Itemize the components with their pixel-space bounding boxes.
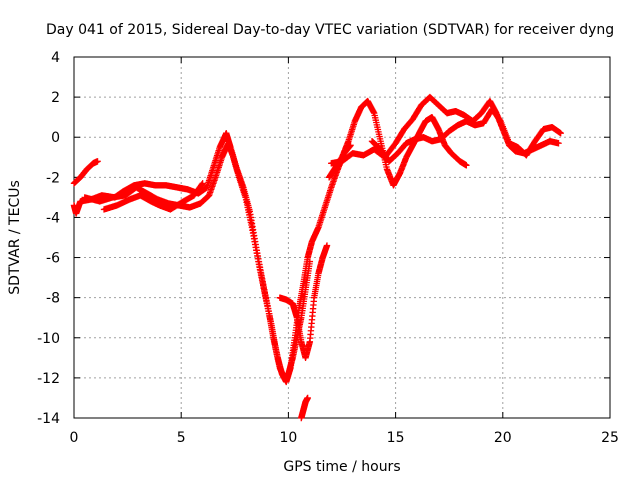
y-tick-label: -2 [46, 170, 60, 186]
x-tick-label: 0 [70, 430, 79, 446]
y-tick-label: 0 [51, 130, 60, 146]
y-tick-label: -8 [46, 291, 60, 307]
point-markers [100, 180, 206, 213]
x-tick-label: 10 [279, 430, 297, 446]
series-track-g [325, 97, 470, 189]
x-tick-label: 5 [177, 430, 186, 446]
series-track-d [100, 180, 206, 213]
x-tick-label: 25 [601, 430, 619, 446]
x-tick-label: 15 [387, 430, 405, 446]
plot-frame [73, 56, 611, 419]
point-markers [368, 105, 564, 165]
series-track-c [81, 140, 314, 382]
y-tick-label: -4 [46, 210, 60, 226]
chart-title: Day 041 of 2015, Sidereal Day-to-day VTE… [46, 22, 614, 38]
series-track-f [298, 394, 311, 422]
y-axis-label: SDTVAR / TECUs [7, 180, 23, 295]
x-axis-label: GPS time / hours [283, 459, 400, 475]
grid [74, 57, 610, 418]
series-track-a [70, 158, 101, 187]
point-markers [81, 140, 314, 382]
series-track-e [276, 242, 331, 362]
data-points [70, 93, 564, 422]
y-tick-label: 4 [51, 50, 60, 66]
point-markers [70, 158, 101, 187]
series-track-i [368, 105, 564, 165]
y-tick-label: 2 [51, 90, 60, 106]
axes: 0 5 10 15 20 25 -14 -12 -10 -8 -6 -4 -2 0 2 4 [37, 50, 619, 446]
point-markers [325, 97, 470, 189]
y-tick-label: -6 [46, 251, 60, 267]
point-markers [298, 394, 311, 422]
y-tick-label: -12 [37, 371, 60, 387]
y-tick-label: -14 [37, 411, 60, 427]
y-tick-label: -10 [37, 331, 60, 347]
point-markers [276, 242, 331, 362]
x-tick-label: 20 [494, 430, 512, 446]
